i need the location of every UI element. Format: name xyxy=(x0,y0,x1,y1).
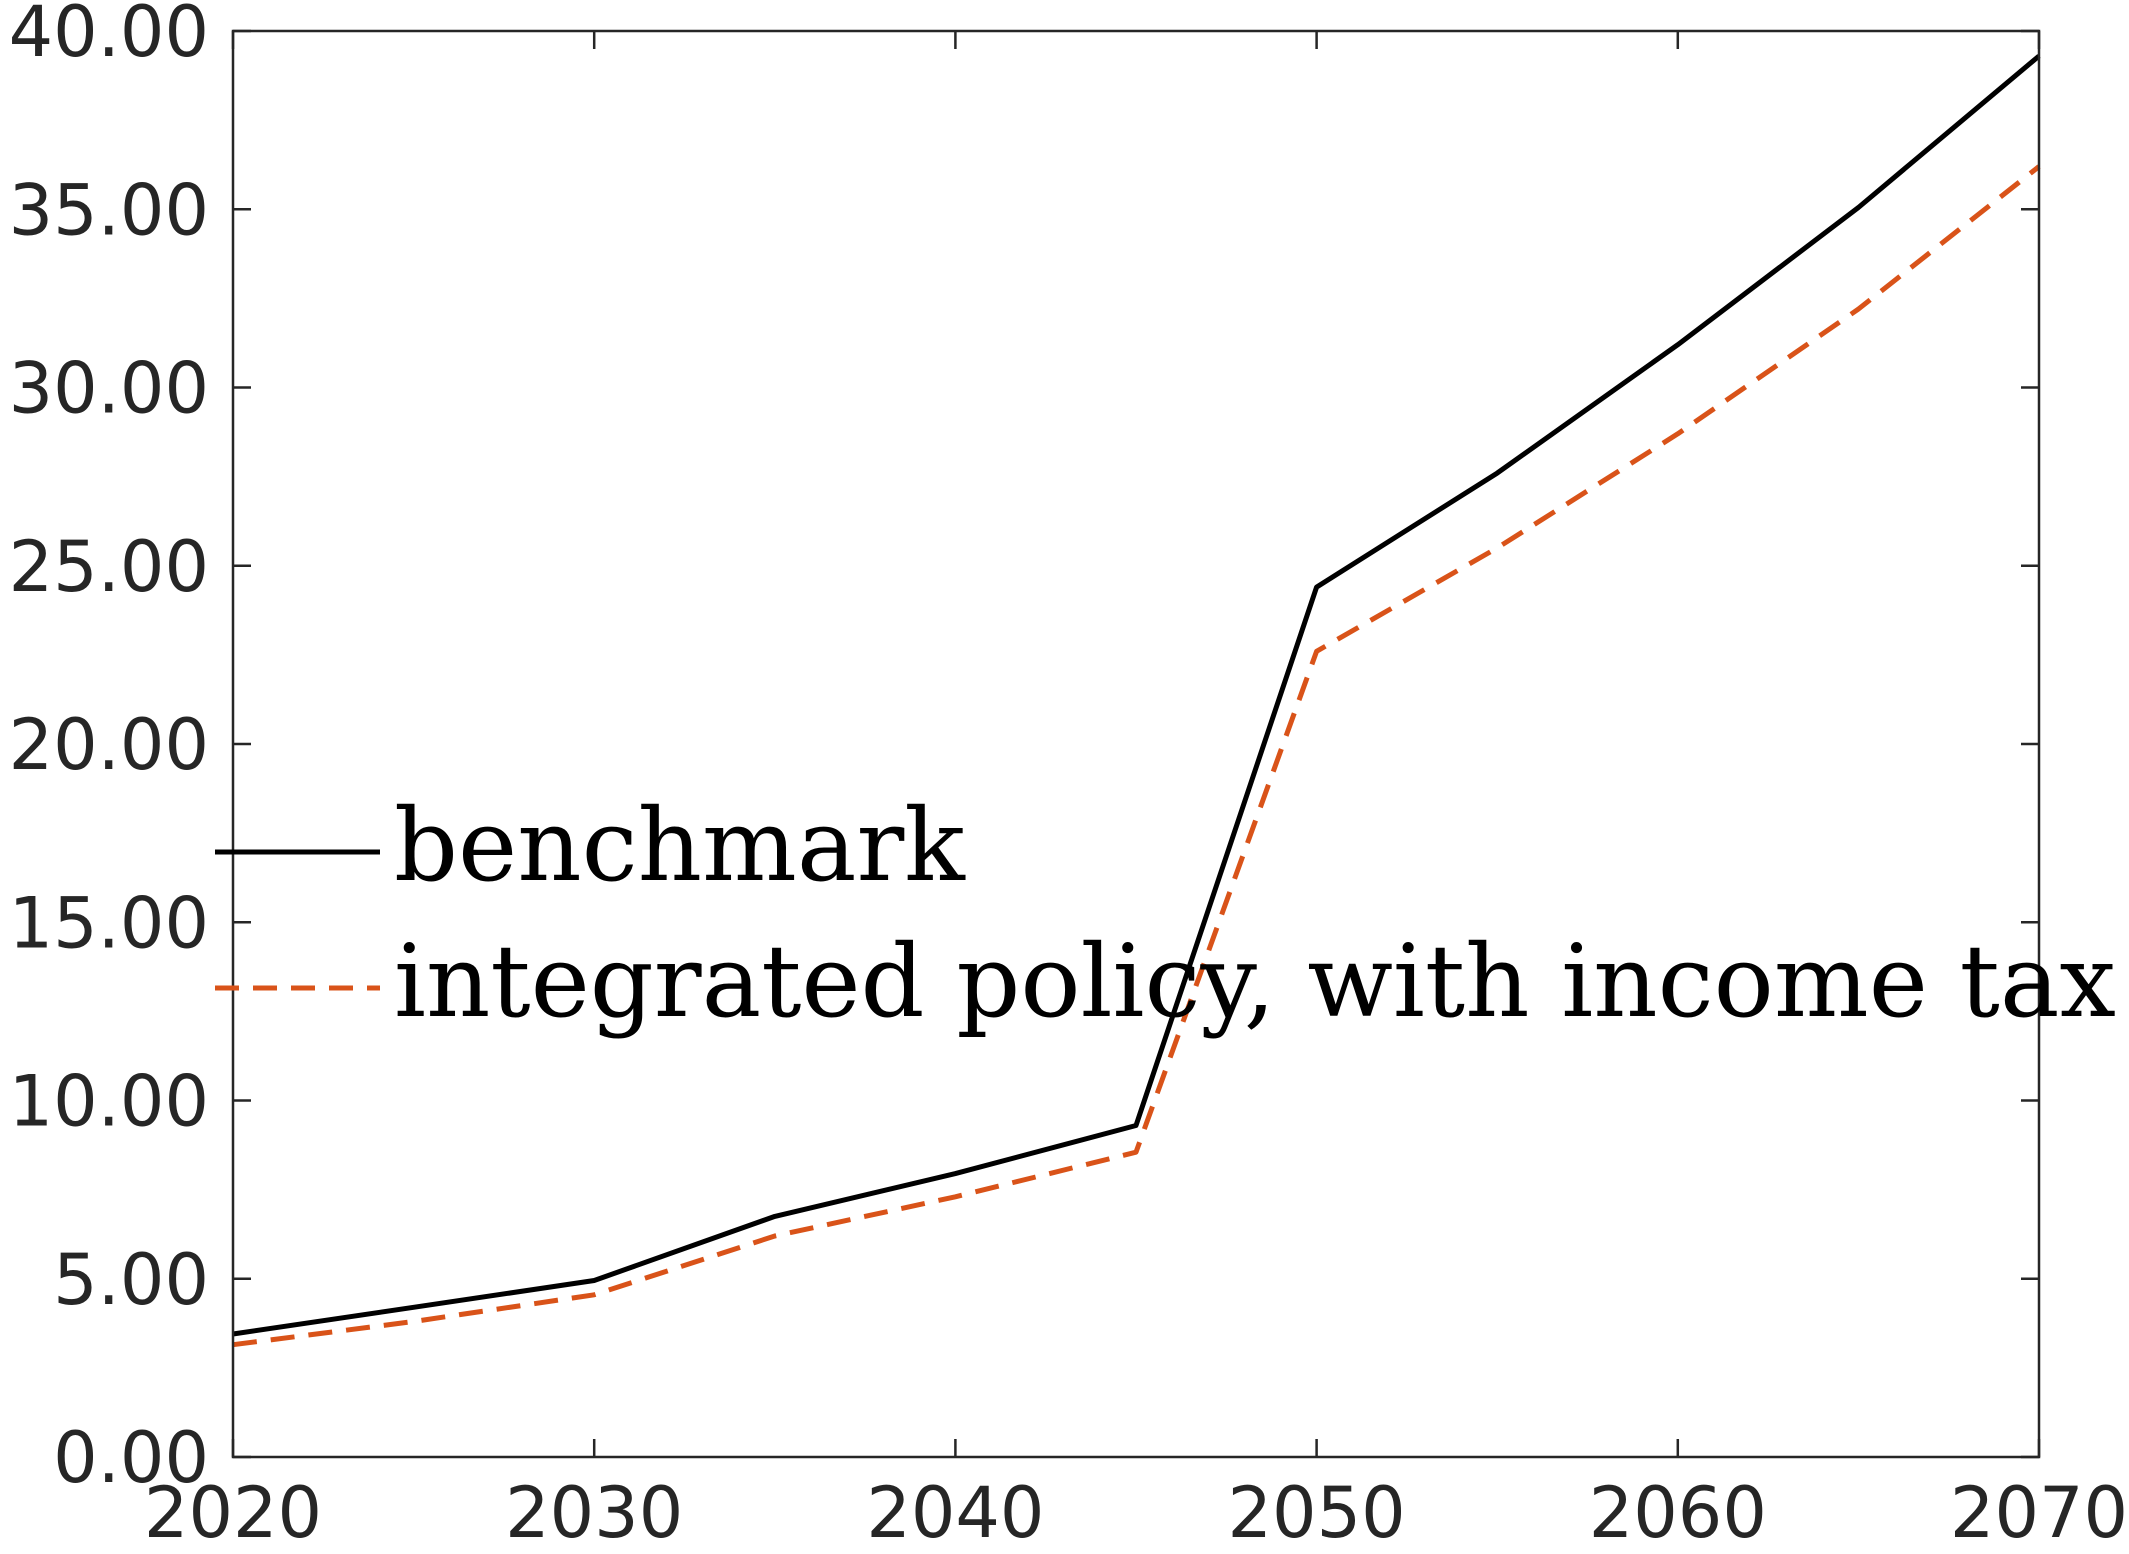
axes-layer: 0.00 5.00 10.00 15.00 20.00 25.00 30.00 35.00 40… xyxy=(9,0,2128,1554)
x-tick-label: 2040 xyxy=(866,1472,1044,1554)
x-tick-label: 2060 xyxy=(1589,1472,1767,1554)
legend-label-2: integrated policy, with income tax xyxy=(394,923,2116,1040)
y-tick-label: 10.00 xyxy=(9,1061,209,1143)
y-tick-label: 35.00 xyxy=(9,169,209,251)
x-tick-label: 2050 xyxy=(1228,1472,1406,1554)
y-tick-label: 25.00 xyxy=(9,526,209,608)
y-tick-label: 30.00 xyxy=(9,348,209,430)
y-tick-label: 40.00 xyxy=(9,0,209,73)
x-tick-label: 2020 xyxy=(144,1472,322,1554)
x-tick-label: 2030 xyxy=(505,1472,683,1554)
legend-label-1: benchmark xyxy=(394,787,966,904)
series-layer xyxy=(232,54,2041,1348)
series-line-1 xyxy=(232,54,2041,1337)
y-tick-label: 5.00 xyxy=(53,1239,209,1321)
legend: benchmark integrated policy, with income … xyxy=(215,787,2116,1040)
x-tick-label: 2070 xyxy=(1950,1472,2128,1554)
y-tick-label: 0.00 xyxy=(53,1417,209,1499)
series-line-2 xyxy=(232,164,2041,1348)
y-tick-label: 15.00 xyxy=(9,882,209,964)
y-tick-label: 20.00 xyxy=(9,704,209,786)
